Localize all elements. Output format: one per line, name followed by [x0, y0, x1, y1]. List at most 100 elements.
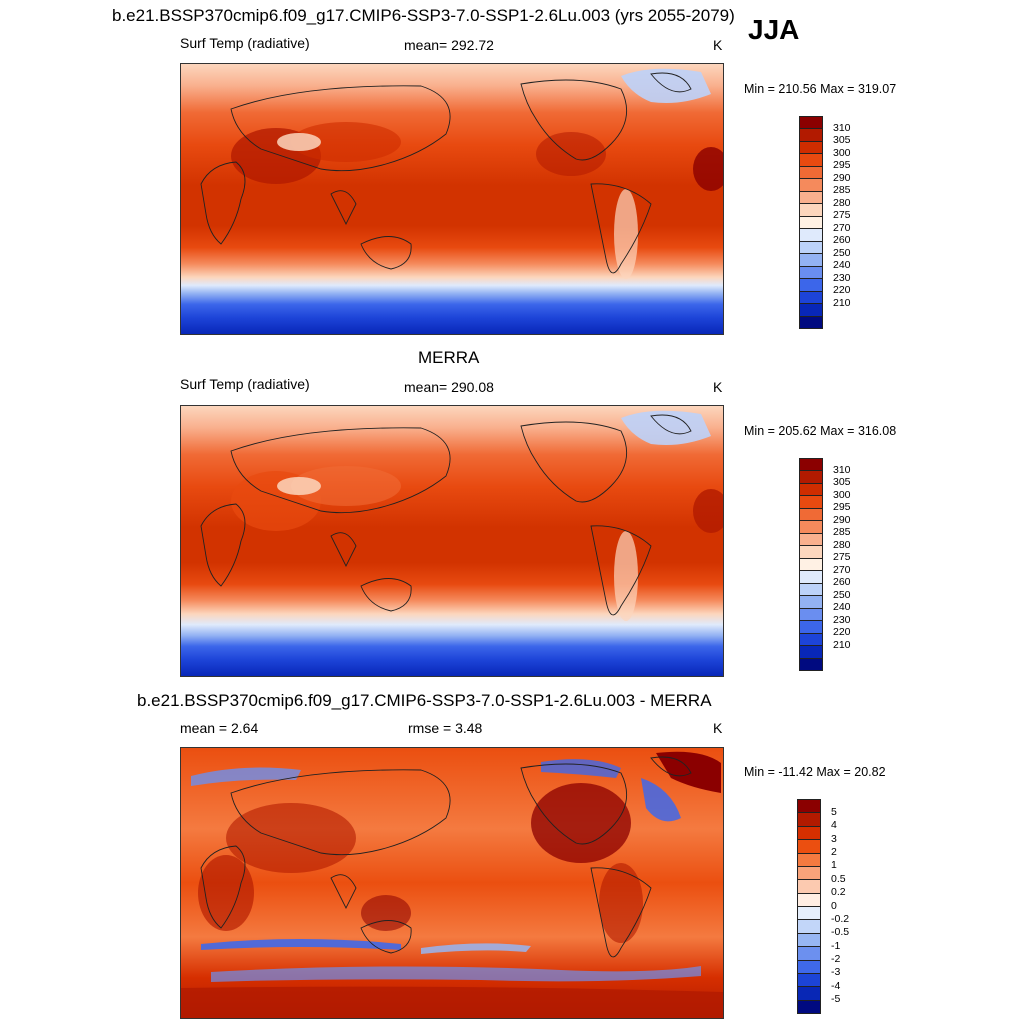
colorbar-tick-label: 260: [833, 576, 851, 589]
colorbar-swatch: [799, 116, 823, 130]
colorbar-swatch: [799, 532, 823, 547]
colorbar-swatch: [799, 140, 823, 155]
colorbar-swatch: [797, 906, 821, 921]
colorbar-tick-label: 220: [833, 626, 851, 639]
panel1-title: b.e21.BSSP370cmip6.f09_g17.CMIP6-SSP3-7.…: [112, 6, 735, 25]
colorbar-swatch: [797, 946, 821, 961]
colorbar-tick-label: 310: [833, 121, 851, 134]
colorbar-swatch: [797, 892, 821, 907]
colorbar-tick-label: -2: [831, 953, 841, 965]
colorbar-swatch: [797, 959, 821, 974]
panel2-variable-label: Surf Temp (radiative): [180, 376, 310, 392]
panel2-mean-label: mean= 290.08: [404, 379, 494, 395]
colorbar-swatch: [799, 203, 823, 217]
panel1-mean-label: mean= 292.72: [404, 37, 494, 53]
colorbar-tick-label: 0.2: [831, 886, 846, 899]
colorbar-tick-label: 5: [831, 805, 837, 818]
colorbar-swatch: [799, 165, 823, 180]
colorbar-tick-label: 0.5: [831, 872, 846, 885]
panel3-map: [180, 747, 724, 1019]
panel3-minmax-label: Min = -11.42 Max = 20.82: [744, 765, 886, 779]
panel1-variable-label: Surf Temp (radiative): [180, 35, 310, 51]
colorbar-tick-label: 230: [833, 613, 851, 626]
colorbar-tick-label: 275: [833, 551, 851, 564]
colorbar-swatch: [797, 932, 821, 948]
colorbar-swatch: [799, 240, 823, 255]
colorbar-swatch: [799, 557, 823, 572]
colorbar-swatch: [799, 303, 823, 317]
colorbar-tick-label: 290: [833, 513, 851, 526]
colorbar-tick-label: -0.5: [831, 926, 850, 939]
colorbar-swatch: [799, 620, 823, 634]
colorbar-tick-label: -4: [831, 979, 841, 992]
colorbar-swatch: [799, 265, 823, 280]
colorbar-tick-label: 210: [833, 638, 851, 651]
colorbar-tick-label: -5: [831, 993, 841, 1006]
panel3-mean-label: mean = 2.64: [180, 720, 259, 736]
colorbar-tick-label: 275: [833, 209, 851, 222]
colorbar-swatch: [799, 458, 823, 472]
colorbar-swatch: [799, 507, 823, 522]
panel3-title: b.e21.BSSP370cmip6.f09_g17.CMIP6-SSP3-7.…: [137, 691, 712, 710]
colorbar-swatch: [799, 190, 823, 205]
colorbar-tick-label: 220: [833, 284, 851, 297]
colorbar-swatch: [799, 290, 823, 305]
colorbar-swatch: [799, 520, 823, 534]
colorbar-swatch: [799, 495, 823, 509]
colorbar-swatch: [797, 986, 821, 1001]
colorbar-tick-label: 230: [833, 271, 851, 284]
colorbar-swatch: [797, 825, 821, 841]
colorbar-swatch: [799, 215, 823, 230]
colorbar-tick-label: 270: [833, 221, 851, 234]
season-label: JJA: [748, 14, 800, 45]
colorbar-tick-label: 285: [833, 526, 851, 539]
panel1-units-label: K: [713, 37, 723, 53]
panel2-units-label: K: [713, 379, 723, 395]
colorbar-tick-label: 240: [833, 601, 851, 614]
panel3-units-label: K: [713, 720, 723, 736]
colorbar-tick-label: 295: [833, 159, 851, 172]
panel2-minmax-label: Min = 205.62 Max = 316.08: [744, 424, 897, 438]
colorbar-tick-label: 270: [833, 563, 851, 576]
colorbar-tick-label: 300: [833, 146, 851, 159]
panel3-colorbar: 5 4 3 2 1 0.5 0.2 0 -0.2 -0.5 -1 -2 -3 -4 -5: [797, 799, 857, 1014]
colorbar-swatch: [799, 657, 823, 671]
colorbar-tick-label: -3: [831, 966, 841, 979]
colorbar-swatch: [799, 607, 823, 622]
panel2-map: [180, 405, 724, 677]
colorbar-tick-label: -1: [831, 939, 841, 952]
colorbar-swatch: [797, 972, 821, 988]
panel2-colorbar: 310 305 300 295 290 285 280 275 270 260 250 240 230 2…: [799, 458, 859, 671]
colorbar-swatch: [799, 470, 823, 484]
colorbar-tick-label: 250: [833, 246, 851, 259]
colorbar-tick-label: 300: [833, 488, 851, 501]
colorbar-swatch: [799, 545, 823, 559]
panel1-colorbar: 310 305 300 295 290 285 280 275 270 260 250 240 230 2…: [799, 116, 859, 329]
colorbar-swatch: [799, 482, 823, 497]
colorbar-swatch: [799, 315, 823, 329]
colorbar-swatch: [799, 632, 823, 647]
colorbar-swatch: [799, 645, 823, 659]
colorbar-tick-label: 1: [831, 859, 837, 872]
colorbar-tick-label: 285: [833, 184, 851, 197]
colorbar-swatch: [799, 228, 823, 242]
colorbar-swatch: [797, 999, 821, 1014]
colorbar-tick-label: 3: [831, 832, 837, 845]
colorbar-swatch: [797, 812, 821, 827]
colorbar-tick-label: 260: [833, 234, 851, 247]
colorbar-swatch: [799, 178, 823, 192]
colorbar-tick-label: 280: [833, 538, 851, 551]
colorbar-tick-label: 305: [833, 134, 851, 147]
colorbar-swatch: [797, 865, 821, 881]
colorbar-tick-label: 4: [831, 819, 837, 832]
colorbar-swatch: [799, 595, 823, 609]
colorbar-swatch: [799, 570, 823, 584]
colorbar-swatch: [799, 128, 823, 142]
colorbar-swatch: [799, 253, 823, 267]
panel1-minmax-label: Min = 210.56 Max = 319.07: [744, 82, 897, 96]
colorbar-tick-label: 305: [833, 476, 851, 489]
panel2-title: MERRA: [418, 348, 480, 367]
colorbar-tick-label: 280: [833, 196, 851, 209]
panel3-rmse-label: rmse = 3.48: [408, 720, 483, 736]
colorbar-tick-label: 2: [831, 846, 837, 858]
